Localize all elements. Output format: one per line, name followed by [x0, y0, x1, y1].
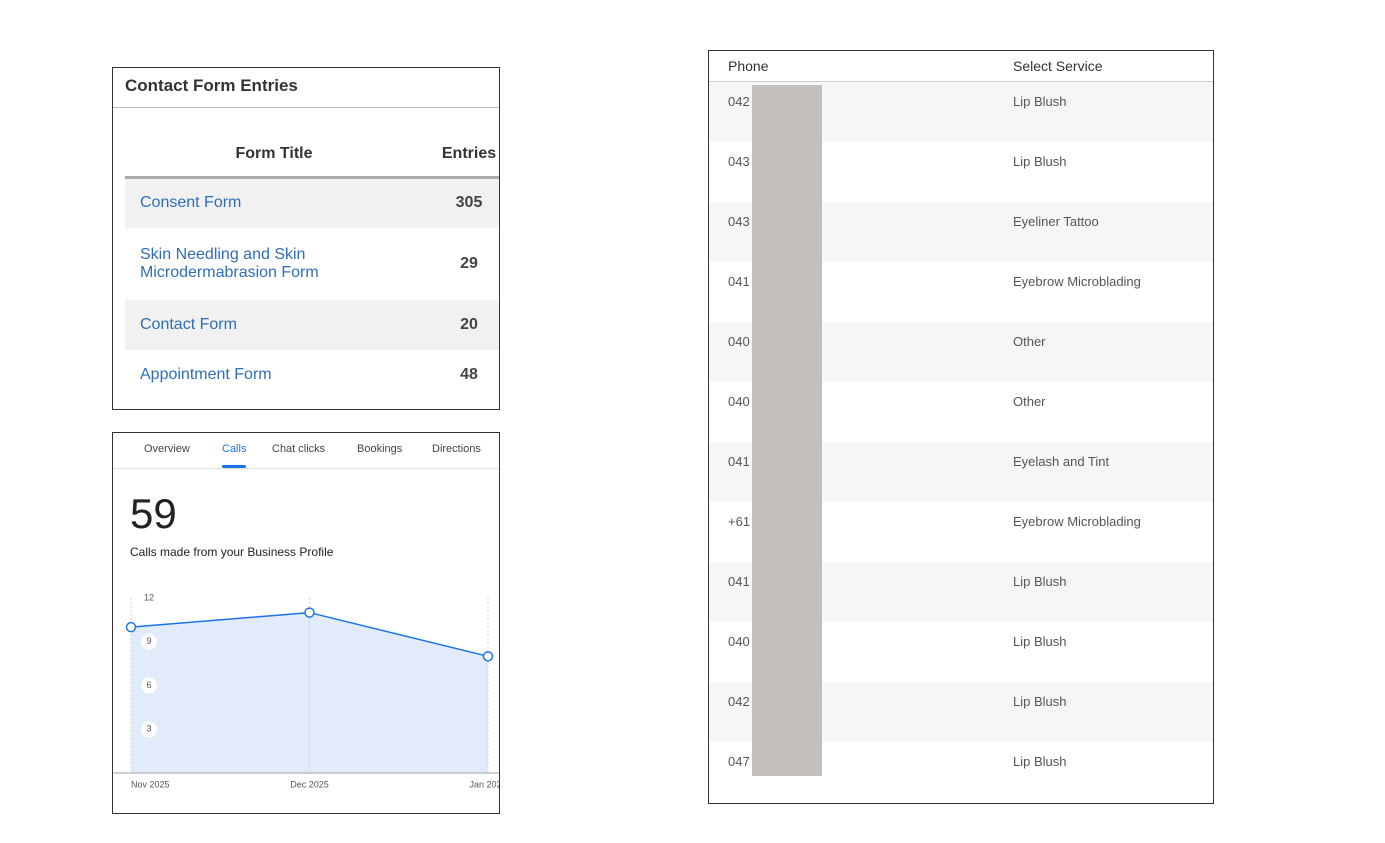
phone: 047 — [728, 753, 750, 769]
form-entries-table: Form Title Entries Consent Form 305 Skin Nee… — [125, 131, 499, 400]
service: Other — [994, 321, 1213, 382]
x-tick-label: Nov 2025 — [131, 779, 170, 789]
calls-caption: Calls made from your Business Profile — [130, 545, 334, 559]
phone: 040 — [728, 633, 750, 649]
table-row: 047 Lip Blush — [709, 742, 1213, 802]
service: Lip Blush — [994, 561, 1213, 622]
column-header: Phone — [709, 51, 994, 82]
leads-panel: Phone Select Service 042 Lip Blush 043 Lip Bl… — [708, 50, 1214, 804]
entries-count: 20 — [423, 299, 499, 350]
service: Other — [1013, 393, 1046, 409]
service: Lip Blush — [1013, 633, 1067, 649]
point — [125, 621, 137, 633]
point — [482, 651, 494, 662]
tick-badge — [141, 590, 157, 606]
tab-bar: Overview Calls Chat clicks Bookings Directio… — [113, 433, 499, 469]
area-fill — [131, 612, 488, 773]
panel-title: Contact Form Entries — [125, 76, 298, 95]
entries-count: 48 — [460, 365, 478, 383]
entries-count: 305 — [423, 177, 499, 228]
tab[interactable]: Bookings — [357, 443, 403, 455]
service: Lip Blush — [994, 681, 1213, 742]
column-header: Entries — [423, 131, 499, 179]
tick-badge — [141, 721, 157, 738]
entries-count: 29 — [460, 254, 478, 272]
service: Eyebrow Microblading — [1013, 273, 1141, 289]
separator — [113, 107, 499, 108]
table-row: Skin Needling and Skin Microdermabrasion… — [125, 228, 499, 300]
phone: 040 — [728, 393, 750, 409]
service: Eyebrow Microblading — [1013, 513, 1141, 529]
phone: 043 — [728, 153, 750, 169]
table-row: 040 Other — [709, 382, 1213, 442]
y-tick-label: 12 — [144, 592, 154, 602]
x-tick-label: Jan 2026 — [469, 779, 499, 789]
form-title-link[interactable]: Appointment Form — [140, 365, 272, 383]
tick-badge — [141, 677, 157, 694]
service: Lip Blush — [1013, 753, 1067, 769]
tab[interactable]: Overview — [144, 443, 190, 455]
form-title-link[interactable]: Consent Form — [125, 177, 423, 228]
service: Lip Blush — [994, 81, 1213, 142]
table-row: Consent Form 305 — [125, 177, 499, 228]
tab[interactable]: Directions — [432, 443, 481, 455]
table-row: 043 Lip Blush — [709, 142, 1213, 202]
column-header: Form Title — [125, 131, 423, 179]
tab[interactable]: Chat clicks — [272, 443, 326, 455]
tab[interactable]: Calls — [222, 443, 247, 468]
table-row: +61 Eyebrow Microblading — [709, 502, 1213, 562]
calls-chart: 3 6 9 12 Nov 2025 Dec 2025 Jan 2026 — [113, 590, 499, 789]
table-row: 040 Lip Blush — [709, 622, 1213, 682]
form-title-link[interactable]: Contact Form — [125, 299, 423, 350]
phone: 041 — [728, 273, 750, 289]
x-tick-label: Dec 2025 — [290, 779, 329, 789]
redaction — [752, 85, 822, 776]
y-tick-label: 9 — [146, 636, 151, 646]
phone: +61 — [728, 513, 751, 529]
point — [304, 607, 315, 618]
column-header: Select Service — [994, 51, 1213, 82]
calls-total: 59 — [130, 490, 177, 537]
header-row: Phone Select Service — [709, 51, 1213, 82]
form-title-link[interactable]: Skin Needling and Skin Microdermabrasion… — [140, 245, 319, 281]
calls-panel: Overview Calls Chat clicks Bookings Directio… — [112, 432, 500, 814]
table-row: Appointment Form 48 — [125, 350, 499, 400]
table-row: Contact Form 20 — [125, 299, 499, 350]
tick-badge — [141, 633, 157, 650]
y-tick-label: 3 — [146, 724, 151, 734]
form-entries-panel: Contact Form Entries Form Title Entries Co… — [112, 67, 500, 410]
service: Eyelash and Tint — [994, 441, 1213, 502]
y-tick-label: 6 — [146, 680, 151, 690]
service: Eyeliner Tattoo — [994, 201, 1213, 262]
service: Lip Blush — [1013, 153, 1067, 169]
header-row: Form Title Entries — [125, 131, 499, 179]
table-row: 041 Eyebrow Microblading — [709, 262, 1213, 322]
